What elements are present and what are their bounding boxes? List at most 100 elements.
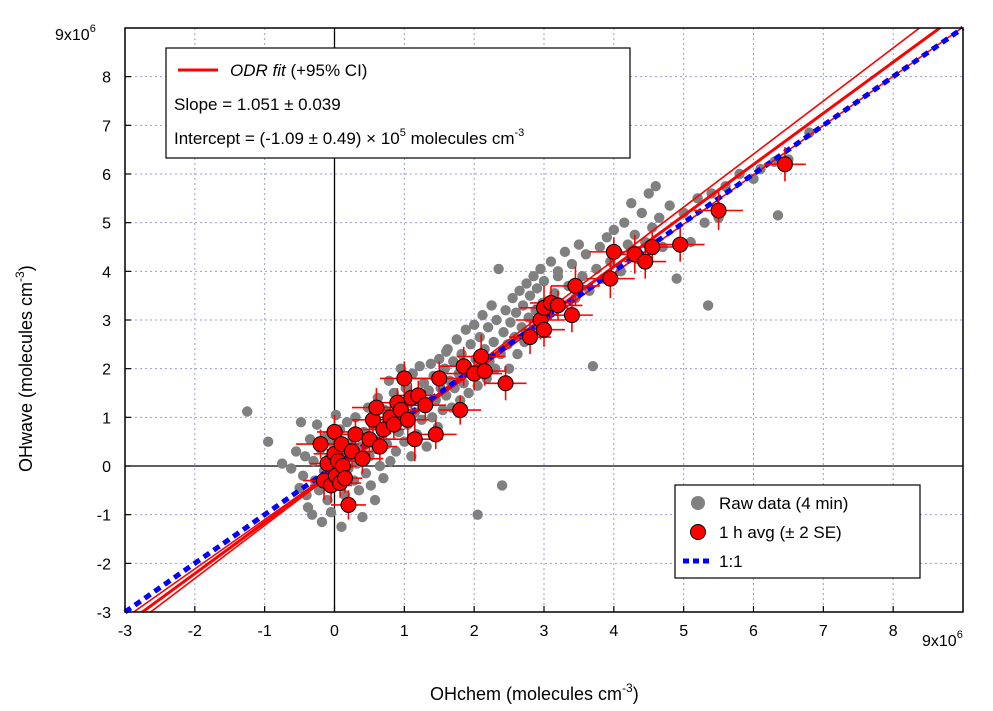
raw-data-point xyxy=(441,346,452,357)
raw-data-point xyxy=(357,511,368,523)
y-tick-label: 8 xyxy=(102,70,111,87)
avg-data-point xyxy=(644,239,661,255)
raw-data-point xyxy=(528,271,539,282)
raw-data-point xyxy=(465,339,476,350)
raw-data-point xyxy=(699,217,710,228)
raw-data-point xyxy=(421,441,432,452)
raw-data-point xyxy=(577,271,588,282)
fit-annotation-box: ODR fit (+95% CI) Slope = 1.051 ± 0.039 … xyxy=(165,47,631,159)
avg-data-point xyxy=(326,423,343,440)
raw-data-point xyxy=(636,207,647,219)
raw-data-point xyxy=(524,290,536,301)
raw-data-point xyxy=(330,409,342,421)
raw-data-point xyxy=(503,363,515,374)
avg-data-point xyxy=(399,411,416,428)
axis-ticks: -3 -2 -1 0 1 2 3 4 5 6 7 8 -3 -2 -1 0 1 2 3 4 5 6 7 8 xyxy=(97,70,898,640)
raw-data-point xyxy=(374,460,386,472)
fit-box-frame xyxy=(165,47,631,159)
raw-data-point xyxy=(369,494,381,506)
raw-data-point xyxy=(295,417,307,428)
raw-data-point xyxy=(316,516,328,528)
raw-data-point xyxy=(448,356,459,367)
raw-data-point xyxy=(468,319,480,331)
x-tick-label: 0 xyxy=(330,623,339,640)
raw-data-point xyxy=(535,263,546,275)
raw-data-point xyxy=(619,217,630,228)
avg-data-point xyxy=(776,156,793,173)
raw-data-point xyxy=(566,258,578,270)
legend-one-to-one-label: 1:1 xyxy=(719,552,743,571)
avg-data-point xyxy=(522,329,539,346)
avg-data-point xyxy=(710,202,727,219)
raw-data-point xyxy=(626,198,637,209)
raw-data-point xyxy=(383,375,395,387)
y-multiplier-label: 9x106 xyxy=(55,23,96,44)
avg-data-point xyxy=(605,243,622,260)
raw-data-point xyxy=(262,436,274,447)
legend: Raw data (4 min) 1 h avg (± 2 SE) 1:1 xyxy=(674,484,921,579)
raw-data-point xyxy=(276,458,288,469)
raw-data-point xyxy=(390,446,402,457)
raw-data-point xyxy=(286,463,297,474)
x-axis-title: OHchem (molecules cm-3) xyxy=(430,681,639,704)
raw-data-point xyxy=(360,468,372,479)
raw-data-point xyxy=(664,200,675,211)
avg-data-point xyxy=(497,375,514,392)
raw-data-point xyxy=(491,314,502,326)
raw-data-point xyxy=(531,283,543,294)
raw-data-point xyxy=(414,361,425,372)
raw-data-point xyxy=(463,387,474,399)
hourly-average-series xyxy=(296,147,806,520)
avg-data-point xyxy=(637,253,654,270)
raw-data-point xyxy=(385,455,396,467)
raw-data-point xyxy=(514,285,525,296)
raw-data-point xyxy=(647,222,658,233)
avg-data-point xyxy=(563,307,580,324)
raw-data-point xyxy=(488,336,499,348)
raw-data-point xyxy=(601,232,613,243)
avg-data-point xyxy=(549,297,566,314)
odr-legend-label: ODR fit (+95% CI) xyxy=(230,61,367,80)
y-tick-label: 0 xyxy=(102,459,111,476)
raw-data-point xyxy=(423,385,434,396)
intercept-text: Intercept = (-1.09 ± 0.49) × 105 molecul… xyxy=(174,127,524,148)
y-tick-label: -1 xyxy=(97,508,111,525)
avg-data-point xyxy=(396,370,413,387)
x-tick-label: -3 xyxy=(118,623,132,640)
avg-data-point xyxy=(476,363,493,380)
raw-data-point xyxy=(406,451,417,462)
legend-avg-marker xyxy=(690,524,706,540)
raw-data-point xyxy=(587,361,599,372)
x-tick-label: 3 xyxy=(540,623,549,640)
avg-data-point xyxy=(431,370,448,387)
raw-data-point xyxy=(517,300,529,311)
raw-data-point xyxy=(434,353,445,365)
raw-data-point xyxy=(472,509,483,520)
y-axis-title: OHwave (molecules cm-3) xyxy=(13,265,36,472)
raw-data-point xyxy=(304,434,316,445)
raw-data-point xyxy=(545,256,557,267)
legend-frame xyxy=(674,484,921,579)
raw-data-point xyxy=(341,417,353,428)
raw-data-point xyxy=(500,305,511,316)
y-tick-label: 7 xyxy=(102,118,111,135)
avg-data-point xyxy=(368,399,385,416)
raw-data-point xyxy=(552,271,564,282)
raw-data-point xyxy=(353,485,365,496)
avg-data-point xyxy=(417,397,434,414)
avg-data-point xyxy=(385,416,402,433)
slope-text: Slope = 1.051 ± 0.039 xyxy=(174,95,341,114)
raw-data-point xyxy=(521,278,532,289)
raw-data-point xyxy=(538,275,550,287)
x-tick-label: 1 xyxy=(400,623,409,640)
avg-data-point xyxy=(354,450,371,467)
raw-data-point xyxy=(322,494,333,506)
raw-data-point xyxy=(510,307,522,318)
raw-data-point xyxy=(299,451,311,462)
y-tick-label: 3 xyxy=(102,313,111,330)
raw-data-point xyxy=(594,241,606,253)
raw-data-point xyxy=(242,406,253,417)
raw-data-point xyxy=(507,292,518,304)
raw-data-point xyxy=(493,263,504,275)
